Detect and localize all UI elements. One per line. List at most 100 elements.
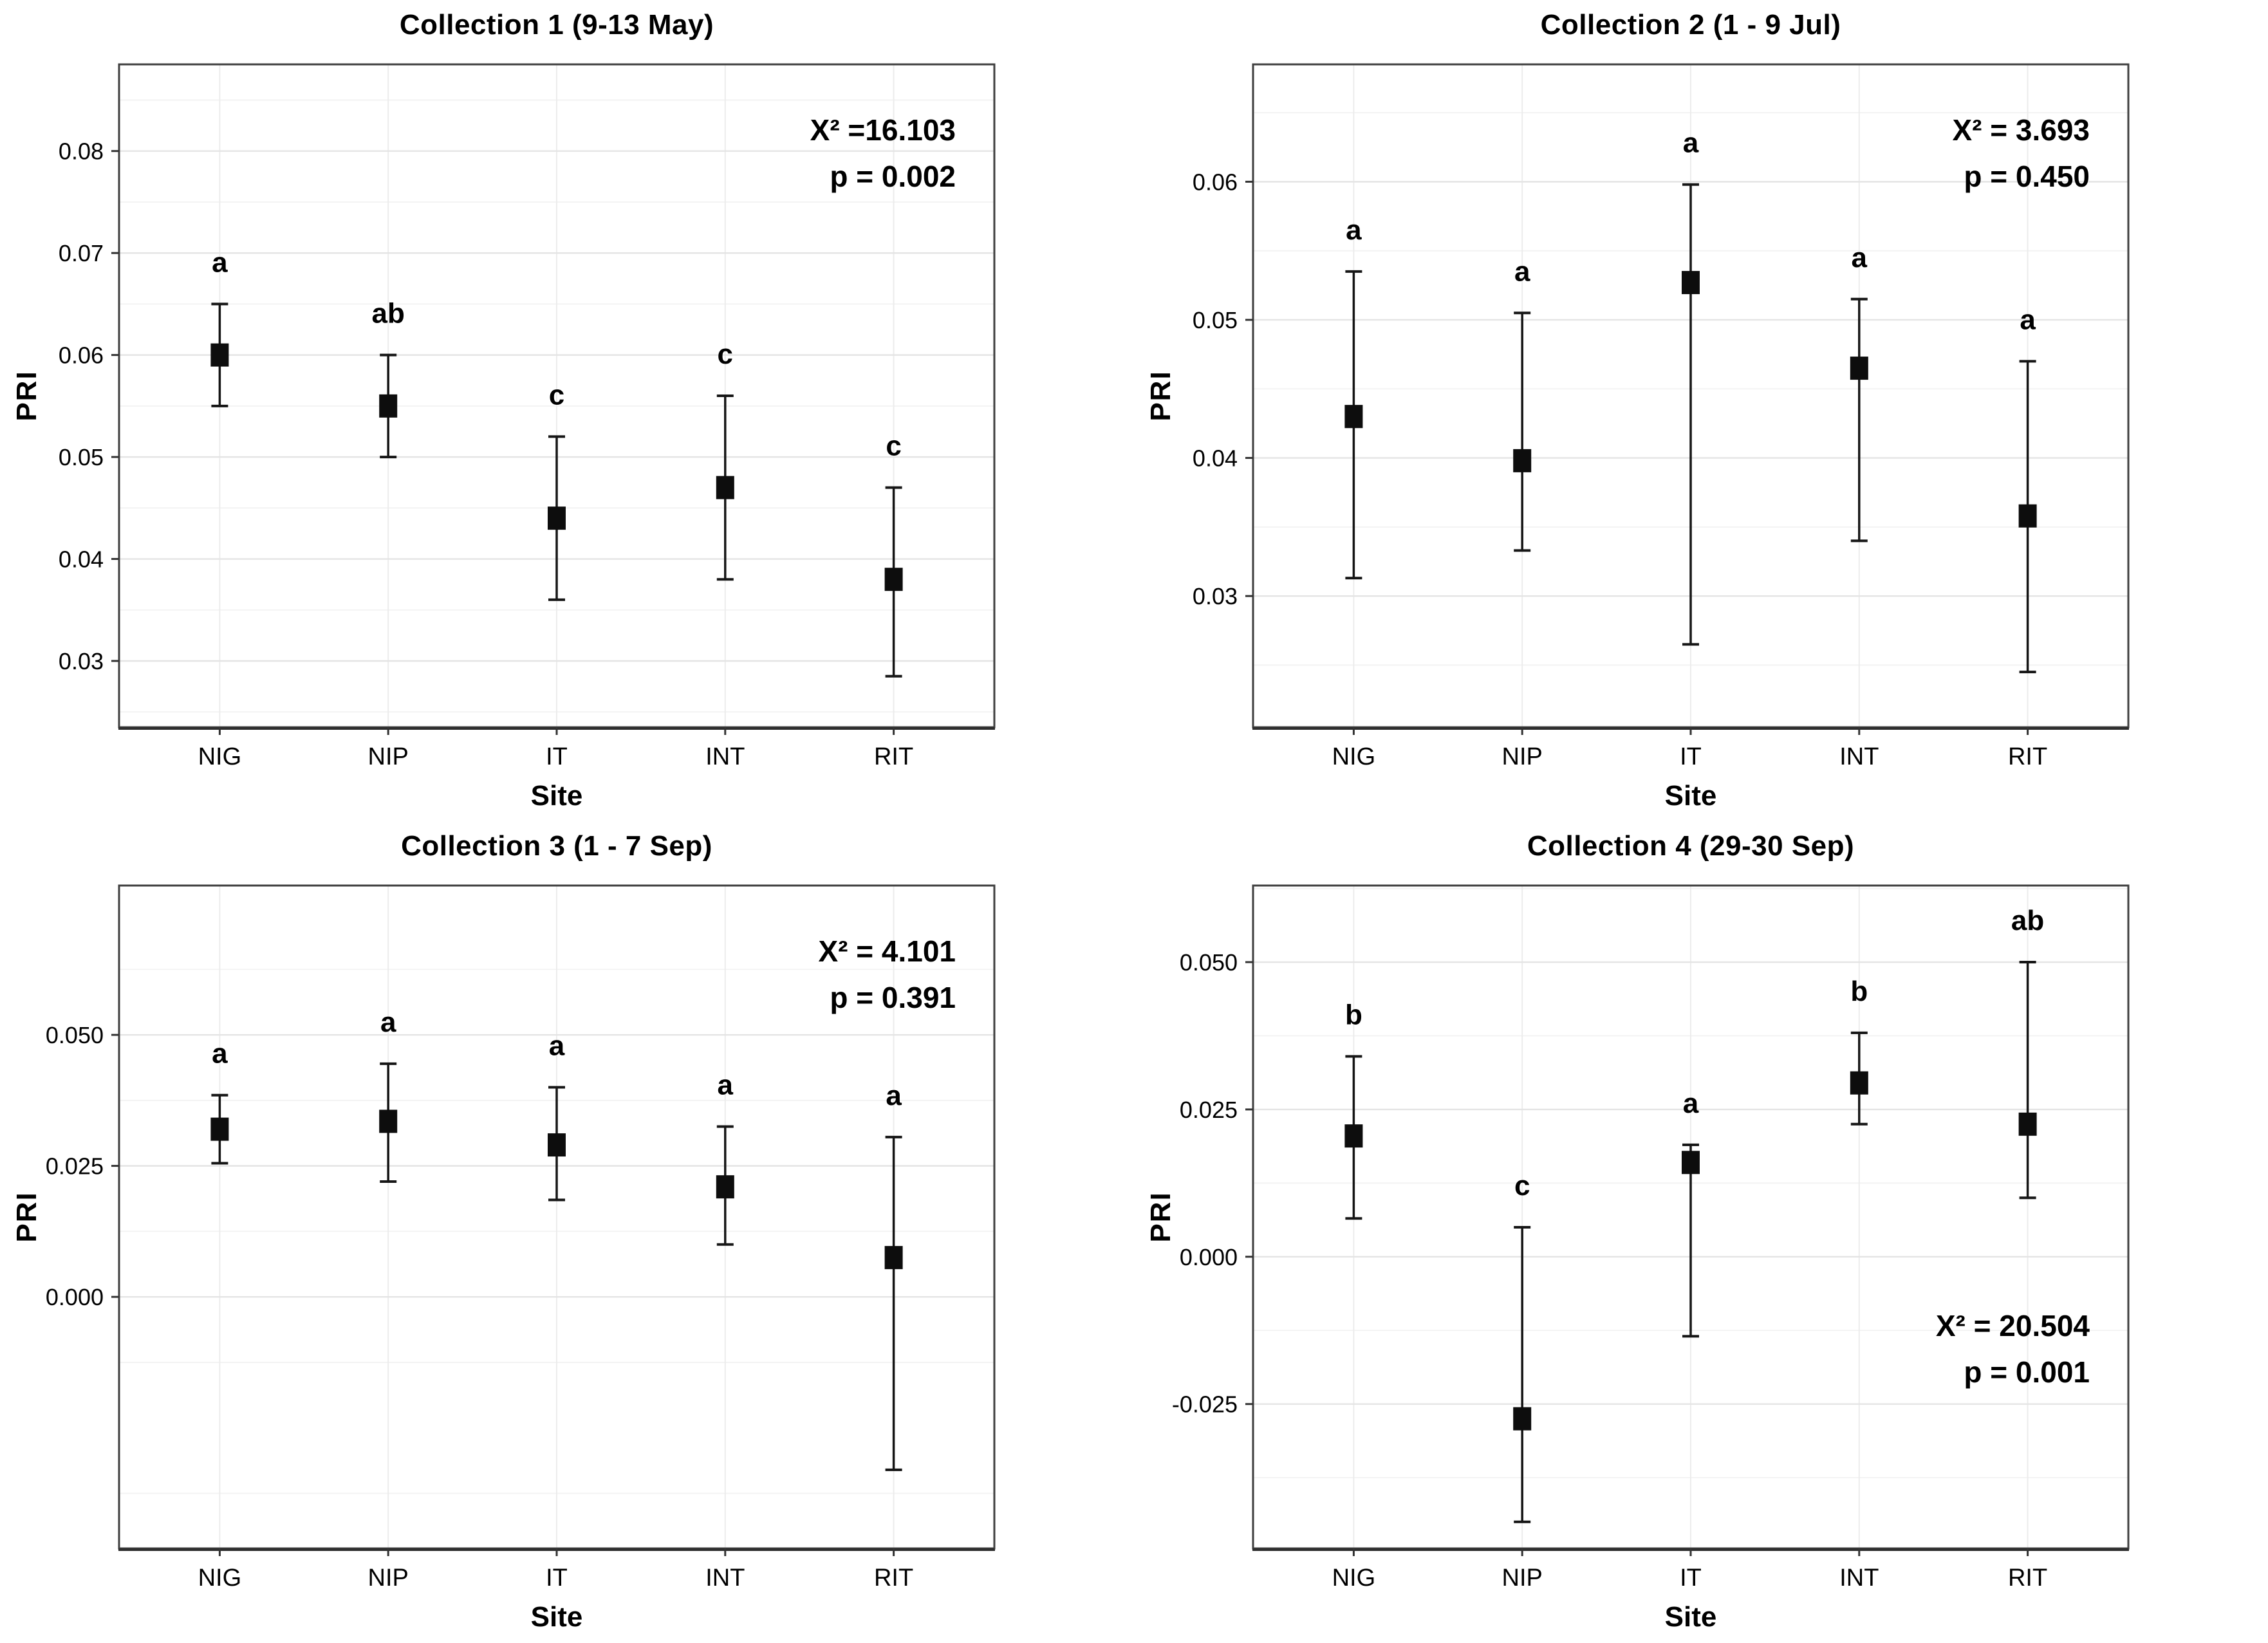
sig-letter-INT: b — [1850, 976, 1868, 1007]
panel-title-collection-3: Collection 3 (1 - 7 Sep) — [401, 830, 712, 862]
svg-text:NIG: NIG — [1332, 1564, 1376, 1592]
x-axis-ticks-labels: NIG NIP IT INT RIT — [198, 1548, 913, 1592]
svg-text:NIP: NIP — [1502, 743, 1543, 770]
mean-marker-INT — [716, 476, 734, 499]
mean-marker-IT — [1682, 271, 1700, 295]
stats-annotation: X² =16.103 p = 0.002 — [810, 113, 956, 193]
svg-text:INT: INT — [705, 743, 745, 770]
svg-text:0.025: 0.025 — [46, 1153, 104, 1180]
p-value: p = 0.450 — [1964, 160, 2090, 193]
y-axis-ticks-labels: 0.03 0.04 0.05 0.06 — [1193, 169, 1253, 609]
sig-letter-NIP: a — [380, 1007, 396, 1038]
svg-text:INT: INT — [1839, 743, 1879, 770]
mean-marker-NIG — [1344, 1124, 1363, 1148]
svg-text:0.05: 0.05 — [1193, 307, 1238, 333]
x-axis-title: Site — [1664, 780, 1717, 812]
svg-text:INT: INT — [1839, 1564, 1879, 1592]
mean-marker-INT — [716, 1175, 734, 1199]
svg-text:IT: IT — [1680, 743, 1702, 770]
mean-marker-NIP — [379, 394, 398, 418]
sig-letter-NIG: a — [1346, 214, 1362, 246]
mean-marker-IT — [548, 506, 566, 530]
p-value: p = 0.391 — [830, 981, 956, 1014]
svg-text:IT: IT — [546, 1564, 568, 1592]
svg-text:RIT: RIT — [874, 1564, 913, 1592]
svg-text:NIP: NIP — [368, 743, 409, 770]
mean-marker-INT — [1850, 357, 1868, 380]
mean-marker-IT — [1682, 1151, 1700, 1174]
x-axis-ticks-labels: NIG NIP IT INT RIT — [1332, 727, 2047, 770]
plot-canvas-collection-1: 0.03 0.04 0.05 0.06 0.07 0.08 NIG NIP IT INT RIT a a… — [59, 63, 996, 770]
svg-text:0.03: 0.03 — [59, 648, 104, 674]
svg-text:0.07: 0.07 — [59, 240, 104, 266]
chi-square-value: X² = 4.101 — [818, 934, 956, 968]
error-bar-NIP — [1514, 1226, 1531, 1523]
svg-text:0.025: 0.025 — [1180, 1097, 1238, 1123]
sig-letter-IT: a — [1683, 1088, 1699, 1119]
x-axis-ticks-labels: NIG NIP IT INT RIT — [1332, 1548, 2047, 1592]
sig-letter-NIP: a — [1514, 255, 1530, 287]
svg-text:IT: IT — [1680, 1564, 1702, 1592]
svg-text:0.04: 0.04 — [59, 546, 104, 573]
stats-annotation: X² = 20.504 p = 0.001 — [1936, 1309, 2090, 1389]
sig-letter-IT: a — [549, 1030, 565, 1061]
sig-letter-INT: a — [1852, 242, 1868, 274]
svg-text:0.04: 0.04 — [1193, 445, 1238, 472]
p-value: p = 0.001 — [1964, 1355, 2090, 1389]
svg-text:INT: INT — [705, 1564, 745, 1592]
x-axis-ticks-labels: NIG NIP IT INT RIT — [198, 727, 913, 770]
mean-marker-RIT — [2018, 1112, 2037, 1136]
sig-letter-IT: c — [549, 379, 564, 411]
sig-letter-NIG: b — [1345, 999, 1362, 1031]
sig-letter-IT: a — [1683, 127, 1699, 159]
x-axis-title: Site — [530, 1601, 583, 1633]
panel-title-collection-1: Collection 1 (9-13 May) — [399, 9, 714, 41]
svg-text:0.05: 0.05 — [59, 444, 104, 470]
panel-collection-2: Collection 2 (1 - 9 Jul) PRI 0.03 0.04 0.0… — [1134, 0, 2268, 821]
plot-canvas-collection-2: 0.03 0.04 0.05 0.06 NIG NIP IT INT RIT a a a a a X² = … — [1193, 63, 2130, 770]
error-bar-NIP — [1514, 311, 1531, 552]
svg-text:NIP: NIP — [1502, 1564, 1543, 1592]
svg-text:0.03: 0.03 — [1193, 583, 1238, 609]
mean-marker-IT — [548, 1133, 566, 1157]
sig-letter-NIG: a — [212, 1038, 228, 1070]
svg-text:0.06: 0.06 — [1193, 169, 1238, 195]
error-bar-IT — [1682, 183, 1699, 646]
error-bar-IT — [1682, 1143, 1699, 1338]
sig-letter-RIT: ab — [2011, 905, 2044, 936]
stats-annotation: X² = 3.693 p = 0.450 — [1952, 113, 2090, 193]
sig-letter-NIG: a — [212, 246, 228, 278]
plot-canvas-collection-3: 0.000 0.025 0.050 NIG NIP IT INT RIT a a a a a X² = 4… — [46, 884, 996, 1592]
sig-letter-RIT: a — [886, 1080, 902, 1111]
mean-marker-NIP — [1513, 1407, 1532, 1431]
sig-letter-RIT: a — [2020, 304, 2036, 335]
error-bar-INT — [1850, 297, 1868, 543]
x-axis-title: Site — [1664, 1601, 1717, 1633]
x-axis-title: Site — [530, 780, 583, 812]
svg-text:0.000: 0.000 — [46, 1284, 104, 1310]
svg-text:IT: IT — [546, 743, 568, 770]
panel-collection-1: Collection 1 (9-13 May) PRI 0.03 0.04 0.05… — [0, 0, 1134, 821]
panel-collection-3: Collection 3 (1 - 7 Sep) PRI 0.000 0.025 0… — [0, 821, 1134, 1642]
mean-marker-INT — [1850, 1071, 1868, 1095]
error-bar-RIT — [2019, 961, 2036, 1200]
svg-text:RIT: RIT — [874, 743, 913, 770]
mean-marker-RIT — [884, 1246, 903, 1270]
y-axis-ticks-labels: 0.000 0.025 0.050 — [46, 1022, 119, 1310]
svg-text:0.06: 0.06 — [59, 342, 104, 369]
svg-text:0.08: 0.08 — [59, 138, 104, 165]
panel-title-collection-4: Collection 4 (29-30 Sep) — [1527, 830, 1855, 862]
svg-text:0.050: 0.050 — [1180, 949, 1238, 976]
sig-letter-INT: c — [718, 339, 733, 370]
mean-marker-NIG — [1344, 405, 1363, 429]
chi-square-value: X² = 20.504 — [1936, 1309, 2090, 1342]
svg-text:RIT: RIT — [2008, 743, 2047, 770]
chi-square-value: X² = 3.693 — [1952, 113, 2090, 147]
svg-text:0.050: 0.050 — [46, 1022, 104, 1048]
mean-marker-NIP — [1513, 449, 1532, 472]
svg-text:-0.025: -0.025 — [1172, 1391, 1238, 1418]
y-gridlines-major — [1253, 961, 2128, 1405]
panel-collection-4: Collection 4 (29-30 Sep) PRI -0.025 0.000… — [1134, 821, 2268, 1642]
